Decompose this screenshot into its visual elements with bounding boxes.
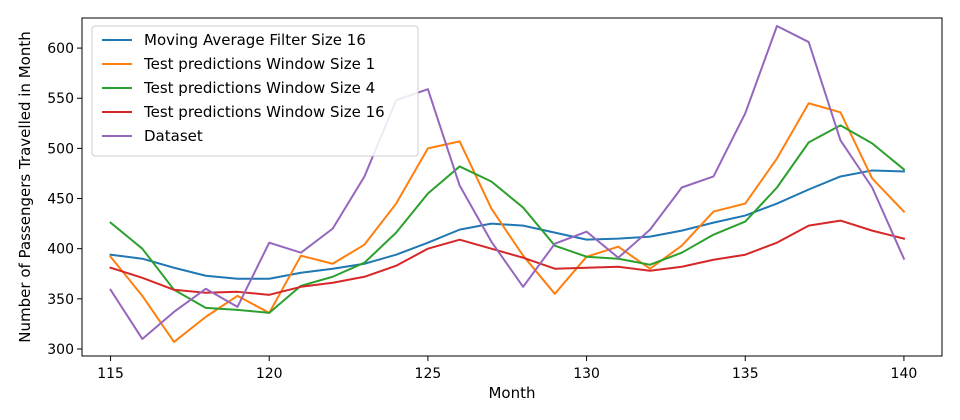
- x-axis-ticks: 115 120 125 130 135 140: [97, 356, 917, 382]
- plot-lines: [109, 25, 906, 343]
- series-line-5: [109, 25, 906, 340]
- series-line-2: [109, 102, 906, 343]
- y-axis-label: Number of Passengers Travelled in Month: [16, 31, 34, 342]
- x-tick-label: 125: [415, 366, 442, 382]
- x-tick-label: 115: [97, 366, 124, 382]
- series-line-4: [109, 219, 906, 296]
- x-tick-label: 135: [732, 366, 759, 382]
- legend-label-1: Moving Average Filter Size 16: [144, 31, 366, 49]
- y-tick-label: 600: [47, 41, 74, 57]
- x-tick-label: 140: [891, 366, 918, 382]
- legend-box: [91, 25, 419, 157]
- plot-frame: [81, 17, 943, 357]
- x-tick-label: 120: [256, 366, 283, 382]
- legend-label-2: Test predictions Window Size 1: [143, 55, 375, 73]
- y-tick-label: 300: [47, 342, 74, 358]
- series-line-3: [109, 124, 906, 314]
- legend-label-4: Test predictions Window Size 16: [143, 103, 385, 121]
- y-tick-label: 550: [47, 91, 74, 107]
- y-tick-label: 350: [47, 292, 74, 308]
- series-line-1: [109, 169, 905, 280]
- y-tick-label: 400: [47, 242, 74, 258]
- y-tick-label: 450: [47, 192, 74, 208]
- y-axis-ticks: 300 350 400 450 500 550 600: [47, 41, 82, 358]
- x-axis-label: Month: [488, 384, 535, 402]
- legend-label-5: Dataset: [144, 127, 203, 145]
- y-tick-label: 500: [47, 141, 74, 157]
- x-tick-label: 130: [573, 366, 600, 382]
- legend-label-3: Test predictions Window Size 4: [143, 79, 375, 97]
- legend: Moving Average Filter Size 16 Test predic…: [91, 25, 419, 157]
